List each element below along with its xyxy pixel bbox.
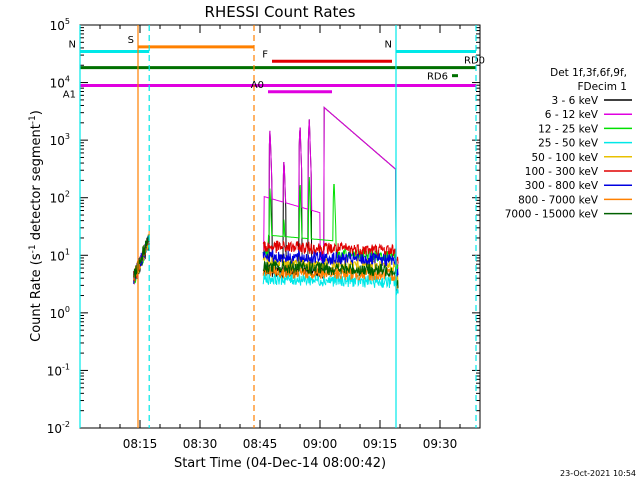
series-line <box>262 106 399 270</box>
series-line <box>262 240 399 267</box>
y-tick-label-exp: 0 <box>65 305 70 314</box>
legend-entry-label: 3 - 6 keV <box>551 95 598 107</box>
legend-header: FDecim 1 <box>577 81 627 93</box>
series-line <box>262 265 399 290</box>
y-axis-label-part1: Count Rate (s <box>29 253 44 342</box>
state-bar-label: A0 <box>251 80 264 91</box>
x-tick-label: 08:30 <box>183 437 218 451</box>
y-tick-label-exp: -1 <box>62 362 70 371</box>
x-tick-label: 09:30 <box>423 437 458 451</box>
y-tick-label: 102 <box>50 190 70 206</box>
axis-ticks <box>79 24 481 429</box>
series-line <box>262 248 399 278</box>
legend-entry-label: 800 - 7000 keV <box>518 194 599 206</box>
y-tick-label: 104 <box>50 75 70 91</box>
x-tick-label: 08:45 <box>243 437 278 451</box>
legend-entry-label: 100 - 300 keV <box>525 166 599 178</box>
y-tick-label-base: 10 <box>50 192 65 206</box>
attenuator-vlines <box>79 25 477 428</box>
data-series <box>133 106 399 296</box>
y-tick-label-exp: 2 <box>65 190 70 199</box>
y-tick-label-base: 10 <box>50 249 65 263</box>
y-tick-label: 103 <box>50 132 70 148</box>
y-tick-label: 10-2 <box>47 420 70 436</box>
y-axis-label-part3: ) <box>29 110 44 115</box>
state-bar-label: A1 <box>63 89 76 100</box>
y-axis-label: Count Rate (s-1 detector segment-1) <box>28 110 44 342</box>
legend-entry-label: 12 - 25 keV <box>538 123 599 135</box>
state-bar-label: N <box>385 39 392 50</box>
legend-entry-label: 7000 - 15000 keV <box>505 209 599 221</box>
x-tick-label: 08:15 <box>123 437 158 451</box>
timestamp: 23-Oct-2021 10:54 <box>560 469 636 478</box>
y-tick-label-exp: -2 <box>62 420 70 429</box>
x-tick-label: 09:00 <box>303 437 338 451</box>
legend-entry-label: 300 - 800 keV <box>525 180 599 192</box>
state-bar-label: RD0 <box>464 56 485 67</box>
y-tick-label-base: 10 <box>47 422 62 436</box>
state-bar-label: S <box>128 35 134 46</box>
y-tick-label-base: 10 <box>50 134 65 148</box>
y-tick-label-base: 10 <box>50 19 65 33</box>
x-tick-labels: 08:15 08:30 08:45 09:00 09:15 09:30 <box>123 437 458 451</box>
state-bar-label: N <box>69 39 76 50</box>
x-tick-label: 09:15 <box>363 437 398 451</box>
series-line <box>262 271 399 296</box>
y-tick-label-base: 10 <box>50 307 65 321</box>
y-tick-label: 105 <box>50 17 70 33</box>
y-tick-label-base: 10 <box>47 364 62 378</box>
y-tick-label-base: 10 <box>50 77 65 91</box>
y-tick-label-exp: 4 <box>65 75 70 84</box>
legend-entry-label: 25 - 50 keV <box>538 138 599 150</box>
y-tick-label-exp: 3 <box>65 132 70 141</box>
y-tick-label: 101 <box>50 247 70 263</box>
chart-title: RHESSI Count Rates <box>205 3 356 21</box>
y-axis-label-part2: detector segment <box>29 124 44 244</box>
state-bar-label: RD6 <box>427 72 448 83</box>
series-line <box>133 234 150 279</box>
legend: Det 1f,3f,6f,9f, FDecim 1 3 - 6 keV 6 - 12 … <box>505 67 632 221</box>
legend-header: Det 1f,3f,6f,9f, <box>550 67 627 79</box>
state-bar-label: F <box>262 49 268 60</box>
series-line <box>262 259 399 288</box>
x-axis-label: Start Time (04-Dec-14 08:00:42) <box>174 456 386 471</box>
y-tick-label: 10-1 <box>47 362 70 378</box>
legend-entry-label: 6 - 12 keV <box>545 109 599 121</box>
y-axis-label-sup2: -1 <box>28 115 38 124</box>
y-tick-label: 100 <box>50 305 70 321</box>
y-tick-label-exp: 1 <box>65 247 70 256</box>
legend-entry-label: 50 - 100 keV <box>531 152 598 164</box>
y-axis-label-sup1: -1 <box>28 244 38 253</box>
y-tick-label-exp: 5 <box>65 17 70 26</box>
state-bars: S N N F RD0 RD6 A1 A0 <box>63 35 485 101</box>
